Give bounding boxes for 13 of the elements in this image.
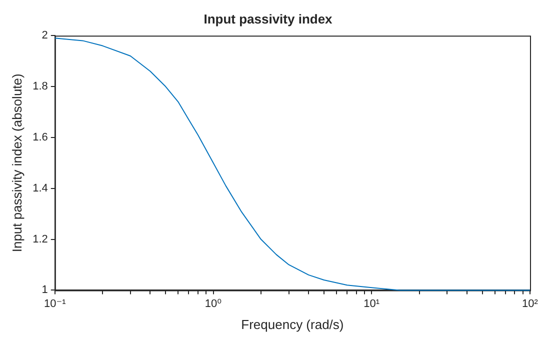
- x-tick-label: 10²: [522, 298, 538, 310]
- y-axis-title: Input passivity index (absolute): [9, 74, 24, 252]
- y-tick-label: 1.6: [32, 131, 48, 144]
- y-tick-label: 1.8: [32, 80, 48, 93]
- x-tick-label: 10¹: [364, 298, 380, 310]
- y-tick-label: 1: [42, 284, 48, 296]
- x-axis-title: Frequency (rad/s): [241, 316, 344, 332]
- x-tick-label: 10⁰: [204, 298, 222, 310]
- y-tick-label: 1.2: [32, 233, 48, 246]
- y-tick-label: 2: [42, 30, 48, 42]
- chart-title: Input passivity index: [204, 11, 334, 26]
- y-tick-label: 1.4: [32, 182, 48, 194]
- x-tick-label: 10⁻¹: [44, 298, 66, 310]
